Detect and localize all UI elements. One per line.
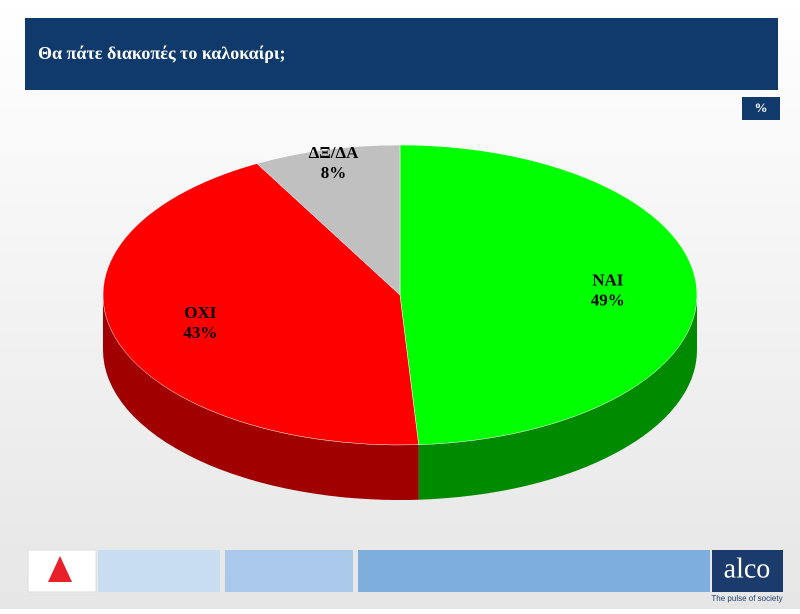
footer-block	[98, 550, 220, 592]
slice-value-label: 43%	[183, 323, 217, 342]
title: Θα πάτε διακοπές το καλοκαίρι;	[38, 43, 286, 63]
slice	[256, 144, 401, 296]
slice-label: ΔΞ/ΔΑ	[309, 143, 360, 162]
slice-side	[418, 295, 697, 500]
slice-side	[103, 295, 419, 500]
slice-label: ΝΑΙ	[592, 271, 624, 290]
slice-label: ΟΧΙ	[184, 303, 217, 322]
unit-badge	[742, 97, 780, 120]
slice-value-label: 49%	[591, 291, 625, 310]
footer-block	[225, 550, 353, 592]
footer-block	[358, 550, 710, 592]
slice	[102, 163, 419, 446]
slice-value-label: 8%	[321, 163, 347, 182]
tagline: The pulse of society	[711, 594, 782, 603]
header-bar	[25, 18, 778, 90]
unit-label: %	[755, 100, 768, 115]
slice	[399, 144, 698, 445]
brand: alco	[724, 553, 771, 584]
brand-box	[712, 550, 783, 592]
logo	[48, 556, 72, 582]
